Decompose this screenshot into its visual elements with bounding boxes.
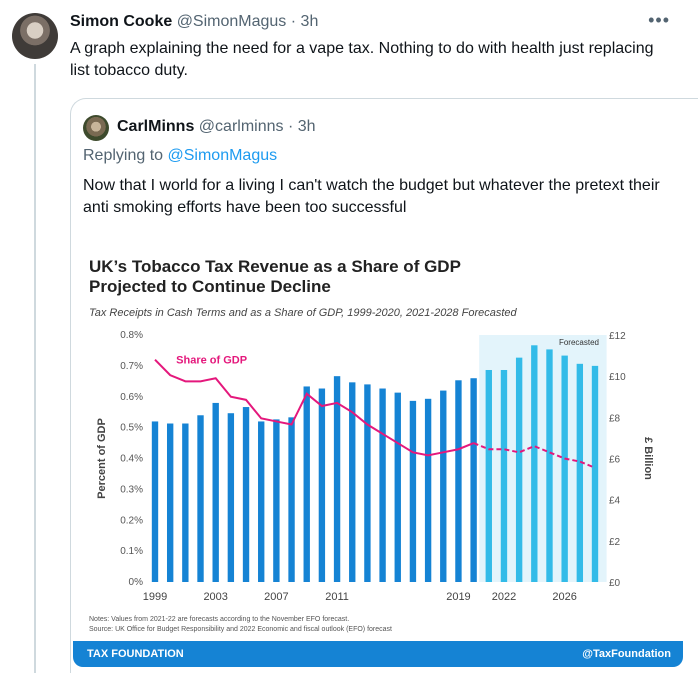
tweet-header: Simon Cooke @SimonMagus · 3h	[70, 12, 318, 32]
y-tick-right: £8	[609, 413, 621, 424]
y-tick-left: 0%	[129, 577, 144, 588]
bar	[166, 423, 174, 582]
x-tick: 1999	[143, 591, 167, 603]
bar	[182, 423, 189, 582]
quote-header: CarlMinns @carlminns · 3h	[117, 117, 316, 137]
replying-prefix: Replying to	[83, 147, 164, 164]
bar	[424, 398, 432, 582]
author-handle[interactable]: @SimonMagus	[176, 13, 287, 30]
bar	[561, 355, 568, 582]
chart-note-1: Notes: Values from 2021-22 are forecasts…	[89, 616, 349, 623]
brand-left: TAX FOUNDATION	[87, 648, 184, 660]
replying-handle[interactable]: @SimonMagus	[167, 147, 278, 164]
chart-note-2: Source: UK Office for Budget Responsibil…	[89, 626, 392, 633]
bar	[485, 369, 492, 582]
y-tick-left: 0.4%	[120, 454, 143, 465]
author-avatar[interactable]	[12, 13, 58, 59]
bar	[440, 390, 447, 582]
chart-image[interactable]: UK’s Tobacco Tax Revenue as a Share of G…	[73, 237, 683, 667]
bar	[333, 376, 341, 582]
bar	[303, 386, 310, 582]
bar	[197, 415, 204, 582]
y-axis-label-right: £ Billion	[642, 437, 654, 480]
y-tick-right: £0	[609, 578, 621, 589]
more-dots-icon[interactable]: •••	[648, 10, 670, 30]
bar	[242, 407, 250, 582]
bar	[470, 378, 477, 582]
quote-author-name: CarlMinns	[117, 118, 195, 135]
bar	[318, 388, 326, 582]
series-line-share-of-gdp	[154, 358, 474, 457]
bar	[364, 384, 371, 582]
forecast-label: Forecasted	[559, 338, 599, 347]
y-tick-left: 0.5%	[120, 423, 143, 434]
y-tick-left: 0.3%	[120, 484, 143, 495]
chart-title-line2: Projected to Continue Decline	[89, 277, 331, 296]
bar	[394, 392, 401, 582]
bar	[546, 349, 553, 582]
tax-foundation-footer: TAX FOUNDATION @TaxFoundation	[73, 641, 683, 667]
bar	[151, 421, 159, 582]
chart-svg: UK’s Tobacco Tax Revenue as a Share of G…	[89, 257, 654, 633]
quote-author-handle: @carlminns	[198, 118, 284, 135]
x-tick: 2011	[325, 591, 349, 603]
tweet-text: A graph explaining the need for a vape t…	[70, 40, 654, 79]
bar	[500, 369, 508, 582]
y-tick-left: 0.1%	[120, 546, 143, 557]
y-tick-right: £4	[609, 496, 621, 507]
y-tick-right: £2	[609, 537, 621, 548]
bar	[349, 382, 356, 582]
series-line-share-of-gdp-forecast	[473, 442, 596, 469]
y-tick-right: £12	[609, 331, 626, 342]
x-tick: 2007	[264, 591, 288, 603]
y-axis-label: Percent of GDP	[96, 418, 108, 499]
bar	[576, 363, 584, 582]
chart-subtitle: Tax Receipts in Cash Terms and as a Shar…	[89, 307, 518, 319]
forecast-region	[479, 335, 607, 582]
bar	[212, 402, 219, 582]
quote-text: Now that I world for a living I can't wa…	[83, 177, 660, 216]
y-tick-left: 0.8%	[120, 330, 143, 341]
y-tick-right: £10	[609, 372, 626, 383]
y-tick-left: 0.7%	[120, 361, 143, 372]
bar	[288, 417, 295, 582]
bar	[409, 400, 417, 582]
x-tick: 2019	[446, 591, 470, 603]
x-tick: 2022	[492, 591, 516, 603]
chart-title-line1: UK’s Tobacco Tax Revenue as a Share of G…	[89, 257, 461, 276]
brand-right: @TaxFoundation	[582, 648, 671, 660]
replying-to: Replying to @SimonMagus	[83, 147, 277, 165]
series-label: Share of GDP	[176, 355, 247, 367]
y-tick-left: 0.6%	[120, 392, 143, 403]
tweet-time[interactable]: · 3h	[290, 13, 319, 30]
quoted-tweet[interactable]: CarlMinns @carlminns · 3h Replying to @S…	[70, 98, 698, 673]
thread-line	[34, 64, 36, 673]
bar	[515, 357, 523, 582]
author-name[interactable]: Simon Cooke	[70, 13, 173, 30]
quote-time: · 3h	[287, 118, 316, 135]
y-tick-right: £6	[609, 455, 621, 466]
x-tick: 2003	[203, 591, 227, 603]
bar	[273, 419, 280, 582]
x-tick: 2026	[552, 591, 576, 603]
bar	[258, 421, 265, 582]
bar	[455, 380, 462, 582]
bar	[591, 365, 599, 582]
y-tick-left: 0.2%	[120, 515, 143, 526]
bar	[227, 413, 235, 582]
bar	[379, 388, 386, 582]
bar	[531, 345, 538, 582]
quote-author-avatar	[83, 115, 109, 141]
